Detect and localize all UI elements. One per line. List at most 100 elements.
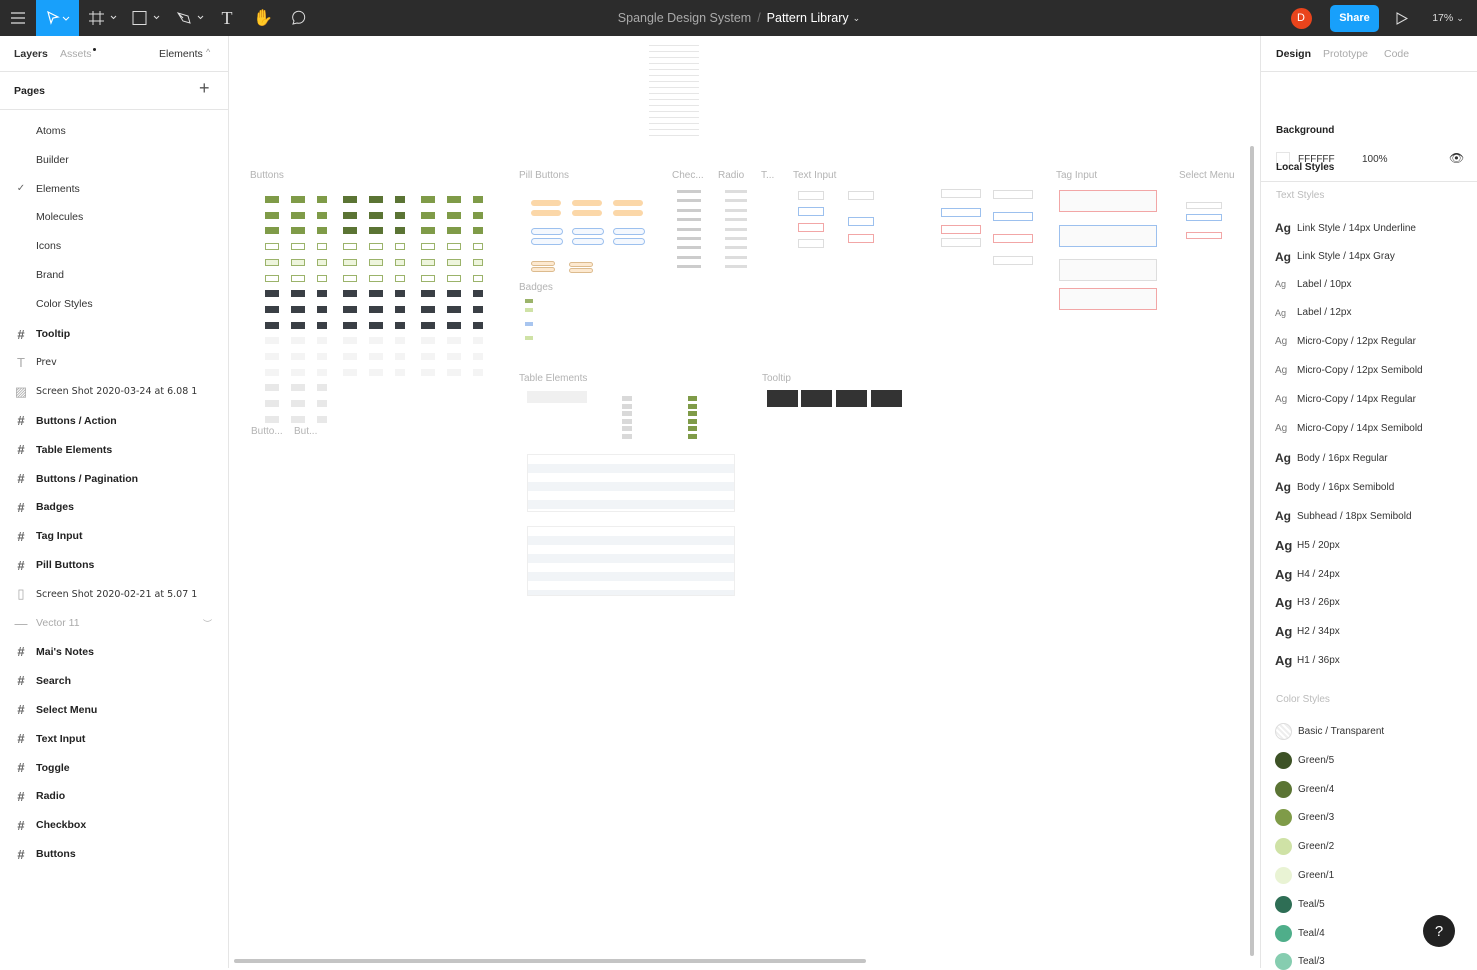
- horizontal-scrollbar[interactable]: [234, 959, 866, 963]
- button-sample: [317, 400, 327, 408]
- background-swatch[interactable]: [1276, 152, 1290, 166]
- eye-icon[interactable]: 👁: [1449, 151, 1465, 165]
- background-hex[interactable]: FFFFFF: [1298, 154, 1335, 165]
- canvas[interactable]: Buttons Pill Buttons Chec... Radio T... Text …: [229, 36, 1260, 968]
- button-sample: [317, 274, 327, 282]
- frame-label[interactable]: Radio: [718, 170, 745, 181]
- layer-item[interactable]: # Toggle: [0, 757, 228, 779]
- layer-item[interactable]: # Buttons: [0, 843, 228, 865]
- text-style-item[interactable]: Ag Micro-Copy / 12px Regular: [1275, 336, 1416, 347]
- layer-item[interactable]: # Search: [0, 670, 228, 692]
- tab-code[interactable]: Code: [1384, 48, 1410, 60]
- frame-label[interactable]: Butto...: [251, 426, 283, 437]
- text-style-item[interactable]: Ag Link Style / 14px Underline: [1275, 221, 1416, 235]
- text-style-item[interactable]: Ag Body / 16px Semibold: [1275, 480, 1394, 494]
- text-style-item[interactable]: Ag H3 / 26px: [1275, 595, 1340, 610]
- frame-label[interactable]: Select Menu: [1179, 170, 1235, 181]
- layer-item[interactable]: — Vector 11 ︶: [0, 612, 228, 634]
- text-style-item[interactable]: Ag Label / 10px: [1275, 279, 1352, 290]
- add-page-icon[interactable]: +: [199, 78, 210, 98]
- text-style-item[interactable]: Ag H2 / 34px: [1275, 624, 1340, 639]
- layer-item[interactable]: # Radio: [0, 785, 228, 807]
- zoom-level: 17%: [1432, 12, 1454, 24]
- text-style-item[interactable]: Ag Micro-Copy / 14px Regular: [1275, 394, 1416, 405]
- comment-tool-icon[interactable]: [288, 0, 308, 36]
- layer-item[interactable]: # Text Input: [0, 728, 228, 750]
- text-style-item[interactable]: Ag Link Style / 14px Gray: [1275, 250, 1395, 264]
- text-style-item[interactable]: Ag Label / 12px: [1275, 307, 1352, 318]
- pen-tool-button[interactable]: [175, 0, 207, 36]
- color-style-item[interactable]: Green/4: [1275, 780, 1334, 798]
- frame-label[interactable]: Table Elements: [519, 373, 588, 384]
- layer-item[interactable]: # Buttons / Pagination: [0, 468, 228, 490]
- layer-item[interactable]: ▨ Screen Shot 2020-03-24 at 6.08 1: [0, 381, 228, 403]
- move-tool-button[interactable]: [36, 0, 79, 36]
- button-sample: [343, 368, 357, 376]
- frame-label[interactable]: Tag Input: [1056, 170, 1098, 181]
- page-item[interactable]: Builder: [0, 149, 228, 171]
- chevron-up-icon[interactable]: ^: [206, 47, 211, 57]
- page-item[interactable]: Molecules: [0, 206, 228, 228]
- frame-label[interactable]: Tooltip: [762, 373, 791, 384]
- page-item[interactable]: Atoms: [0, 120, 228, 142]
- layer-item[interactable]: # Badges: [0, 496, 228, 518]
- help-button[interactable]: ?: [1423, 915, 1455, 947]
- play-icon[interactable]: [1394, 0, 1410, 36]
- text-style-item[interactable]: Ag Subhead / 18px Semibold: [1275, 509, 1412, 523]
- layer-item[interactable]: ▯ Screen Shot 2020-02-21 at 5.07 1: [0, 583, 228, 605]
- file-title[interactable]: Spangle Design System / Pattern Library …: [560, 0, 918, 36]
- layer-item[interactable]: # Table Elements: [0, 439, 228, 461]
- page-item[interactable]: Color Styles: [0, 293, 228, 315]
- color-style-item[interactable]: Green/5: [1275, 751, 1334, 769]
- page-dropdown[interactable]: Elements: [159, 48, 203, 60]
- frame-label[interactable]: But...: [294, 426, 318, 437]
- text-style-item[interactable]: Ag H1 / 36px: [1275, 653, 1340, 668]
- frame-tool-button[interactable]: [88, 0, 120, 36]
- frame-label[interactable]: Chec...: [672, 170, 704, 181]
- text-style-item[interactable]: Ag Micro-Copy / 12px Semibold: [1275, 365, 1423, 376]
- layer-item[interactable]: # Buttons / Action: [0, 410, 228, 432]
- button-sample: [473, 321, 483, 329]
- shape-tool-button[interactable]: [131, 0, 163, 36]
- layer-item[interactable]: # Checkbox: [0, 814, 228, 836]
- menu-icon[interactable]: [0, 0, 36, 36]
- text-style-item[interactable]: Ag Micro-Copy / 14px Semibold: [1275, 423, 1423, 434]
- page-item[interactable]: Brand: [0, 264, 228, 286]
- tab-assets[interactable]: Assets: [60, 48, 92, 60]
- text-style-item[interactable]: Ag H4 / 24px: [1275, 567, 1340, 582]
- color-style-item[interactable]: Green/2: [1275, 838, 1334, 856]
- page-item[interactable]: Icons: [0, 235, 228, 257]
- layer-item[interactable]: # Pill Buttons: [0, 554, 228, 576]
- page-item[interactable]: ✓ Elements: [0, 178, 228, 200]
- frame-label[interactable]: Text Input: [793, 170, 837, 181]
- color-style-item[interactable]: Teal/5: [1275, 895, 1325, 913]
- layer-item[interactable]: T Prev: [0, 352, 228, 374]
- hidden-eye-icon[interactable]: ︶: [203, 618, 213, 629]
- color-style-item[interactable]: Teal/3: [1275, 953, 1325, 970]
- color-style-item[interactable]: Green/3: [1275, 809, 1334, 827]
- tab-prototype[interactable]: Prototype: [1323, 48, 1368, 60]
- color-style-item[interactable]: Teal/4: [1275, 924, 1325, 942]
- layer-item[interactable]: # Tag Input: [0, 525, 228, 547]
- color-style-item[interactable]: Basic / Transparent: [1275, 723, 1384, 740]
- text-style-item[interactable]: Ag Body / 16px Regular: [1275, 451, 1388, 465]
- text-tool-icon[interactable]: T: [221, 7, 233, 28]
- text-style-item[interactable]: Ag H5 / 20px: [1275, 538, 1340, 553]
- tab-layers[interactable]: Layers: [14, 48, 48, 60]
- layer-item[interactable]: # Tooltip: [0, 323, 228, 345]
- background-opacity[interactable]: 100%: [1362, 154, 1388, 165]
- color-style-label: Teal/5: [1298, 898, 1325, 910]
- layer-item[interactable]: # Select Menu: [0, 699, 228, 721]
- vertical-scrollbar[interactable]: [1250, 146, 1254, 956]
- tab-design[interactable]: Design: [1276, 48, 1312, 60]
- frame-label[interactable]: Buttons: [250, 170, 284, 181]
- hand-tool-icon[interactable]: ✋: [253, 10, 273, 27]
- frame-label[interactable]: Badges: [519, 282, 553, 293]
- avatar[interactable]: D: [1290, 0, 1312, 36]
- layer-item[interactable]: # Mai's Notes: [0, 641, 228, 663]
- frame-label[interactable]: T...: [761, 170, 775, 181]
- share-button[interactable]: Share: [1330, 0, 1379, 36]
- zoom-dropdown[interactable]: 17% ⌄: [1428, 0, 1468, 36]
- color-style-item[interactable]: Green/1: [1275, 867, 1334, 884]
- frame-label[interactable]: Pill Buttons: [519, 170, 570, 181]
